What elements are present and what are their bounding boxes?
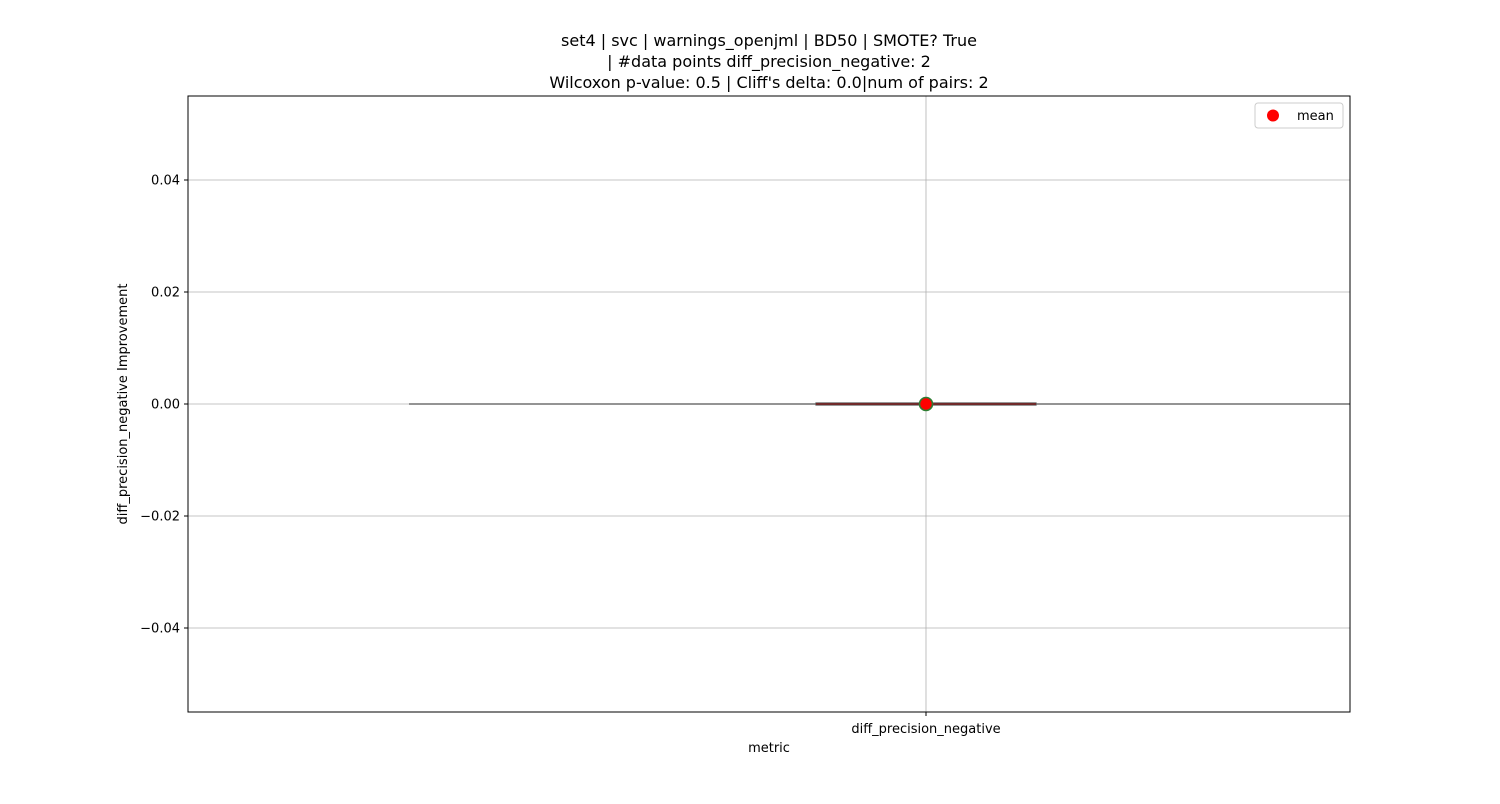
chart-title-line-1: set4 | svc | warnings_openjml | BD50 | S… [561,31,977,51]
chart-title-line-3: Wilcoxon p-value: 0.5 | Cliff's delta: 0… [549,73,988,92]
legend-mean-label: mean [1297,109,1334,124]
legend-mean-marker [1267,109,1279,122]
mean-point [918,396,934,412]
box-series [409,402,1350,406]
legend: mean [1254,102,1344,129]
chart-title: set4 | svc | warnings_openjml | BD50 | S… [549,31,988,92]
y-tick-label: −0.02 [140,510,180,525]
y-tick-label: 0.00 [151,398,180,413]
chart-title-line-2: | #data points diff_precision_negative: … [607,52,931,72]
x-axis-label: metric [748,741,790,756]
mean-markers [918,396,934,412]
y-axis-ticks: −0.04 −0.02 0.00 0.02 0.04 [140,174,188,637]
y-tick-label: 0.02 [151,286,180,301]
x-tick-label: diff_precision_negative [851,722,1000,737]
y-tick-label: −0.04 [140,622,180,637]
y-tick-label: 0.04 [151,174,180,189]
y-axis-label: diff_precision_negative Improvement [116,284,131,525]
x-axis-ticks: diff_precision_negative [851,712,1001,737]
legend-frame [1254,102,1344,129]
